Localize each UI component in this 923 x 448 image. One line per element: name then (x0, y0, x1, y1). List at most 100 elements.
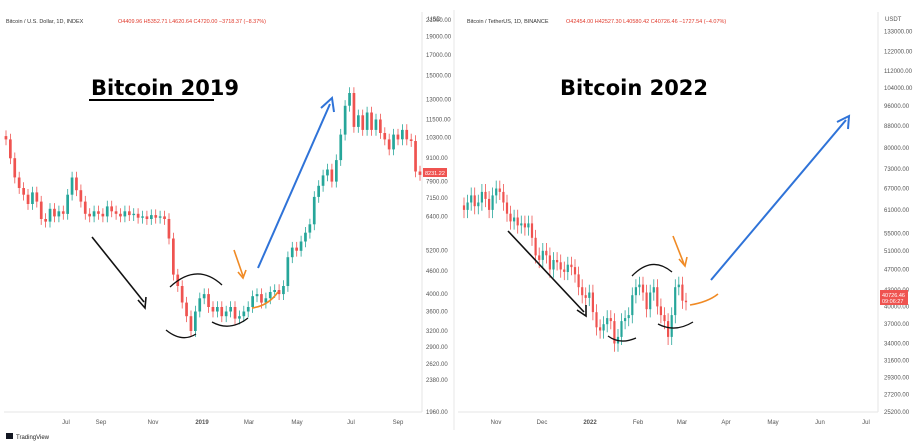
right-header-symbol: Bitcoin / TetherUS, 1D, BINANCE (467, 19, 549, 25)
right-candle-body (480, 191, 483, 203)
right-candle-body (477, 202, 480, 207)
right-x-tick-label: Apr (721, 420, 730, 426)
left-y-tick-label: 2900.00 (426, 345, 448, 351)
right-candle-body (659, 306, 662, 316)
left-orange-arrowhead (237, 269, 247, 280)
right-cup-top-arc (631, 263, 673, 277)
left-candle-body (31, 192, 34, 204)
right-x-tick-label: Mar (677, 420, 687, 426)
right-candles (462, 180, 688, 352)
left-candle-body (136, 213, 140, 218)
left-candle-body (268, 292, 272, 299)
left-candle-body (194, 311, 197, 331)
right-candle-body (645, 292, 648, 310)
left-y-tick-label: 4600.00 (426, 269, 448, 275)
right-candle-body (577, 274, 580, 288)
right-candle-body (684, 300, 688, 303)
left-up-arrowhead (320, 95, 335, 113)
left-y-tick-label: 7900.00 (426, 180, 448, 186)
left-candle-body (70, 177, 74, 195)
right-candle-body (538, 255, 541, 260)
right-candle-body (649, 292, 652, 310)
right-candle-body (523, 223, 526, 228)
right-y-tick-label: 80000.00 (884, 146, 910, 152)
left-y-tick-label: 21000.00 (426, 18, 452, 24)
left-x-tick-label: Sep (96, 420, 107, 426)
left-y-tick-label: 15000.00 (426, 74, 452, 80)
right-candle-body (674, 287, 677, 316)
chart-bitcoin-2022: Bitcoin / TetherUS, 1D, BINANCE O42454.0… (458, 12, 913, 426)
left-candle-body (418, 171, 422, 175)
left-candle-body (79, 190, 83, 202)
right-y-tick-label: 88000.00 (884, 124, 910, 130)
right-price-tag-text: 40726.46 (882, 293, 905, 299)
right-y-tick-label: 73000.00 (884, 167, 910, 173)
right-down-arrow (507, 230, 585, 313)
left-candle-body (154, 215, 158, 218)
right-candle-body (681, 284, 684, 301)
left-candle-body (330, 169, 334, 182)
left-candle-body (352, 93, 356, 127)
right-candle-body (602, 324, 605, 331)
right-price-tag-box (880, 290, 908, 305)
right-y-tick-label: 112000.00 (884, 69, 913, 75)
left-y-tick-label: 10300.00 (426, 136, 452, 142)
right-up-arrowhead (836, 114, 851, 130)
left-candle-body (277, 290, 281, 295)
right-x-ticks: Nov Dec 2022 Feb Mar Apr May Jun Jul (491, 420, 870, 426)
left-y-tick-label: 9100.00 (426, 156, 448, 162)
left-candle-body (145, 216, 149, 219)
left-chart-title: Bitcoin 2019 (91, 76, 239, 100)
left-candle-body (57, 211, 61, 217)
right-y-tick-label: 40000.00 (884, 304, 910, 310)
left-price-tag-text: 8231.22 (425, 171, 445, 177)
right-candle-body (677, 284, 680, 288)
left-last-price-tag: 8231.22 (423, 168, 447, 177)
left-candle-body (180, 286, 184, 303)
right-candle-body (620, 321, 623, 337)
right-candle-body (470, 195, 473, 203)
right-candle-body (595, 312, 598, 328)
left-y-tick-label: 17000.00 (426, 53, 452, 59)
left-candle-body (409, 139, 413, 141)
left-candle-body (167, 219, 171, 239)
left-candle-body (396, 134, 400, 140)
right-candle-body (606, 318, 609, 325)
right-orange-arc (689, 293, 719, 306)
right-x-tick-label: Feb (633, 420, 644, 426)
right-candle-body (656, 287, 659, 307)
right-candle-body (552, 260, 555, 270)
right-candle-body (588, 292, 591, 298)
left-candle-body (387, 139, 391, 150)
right-x-tick-label: May (767, 420, 778, 426)
right-candle-body (563, 269, 566, 272)
left-candle-body (405, 129, 409, 140)
left-axis-unit: USD (428, 17, 441, 23)
right-candle-body (566, 264, 569, 272)
left-candle-body (379, 119, 382, 133)
tradingview-brand: TradingView (16, 435, 50, 441)
right-up-arrow (710, 119, 847, 281)
right-y-tick-label: 104000.00 (884, 86, 913, 92)
left-x-ticks: Jul Sep Nov 2019 Mar May Jul Sep (62, 420, 404, 426)
left-candle-body (220, 307, 224, 317)
right-y-tick-label: 29300.00 (884, 376, 910, 382)
left-candle-body (66, 194, 69, 214)
left-candle-body (264, 298, 268, 303)
right-y-tick-label: 47000.00 (884, 268, 910, 274)
left-candle-body (304, 232, 307, 242)
left-candle-body (335, 160, 338, 182)
right-candle-body (609, 318, 612, 322)
right-annotations (507, 114, 851, 342)
left-candle-body (92, 211, 96, 217)
left-y-tick-label: 11500.00 (426, 118, 451, 124)
right-candle-body (495, 188, 498, 196)
right-chart-title: Bitcoin 2022 (560, 76, 708, 100)
left-down-arrow (91, 236, 145, 303)
left-candle-body (216, 307, 219, 312)
left-candle-body (255, 294, 259, 297)
left-y-tick-label: 2620.00 (426, 362, 448, 368)
left-candle-body (198, 298, 202, 312)
left-candle-body (343, 105, 347, 135)
